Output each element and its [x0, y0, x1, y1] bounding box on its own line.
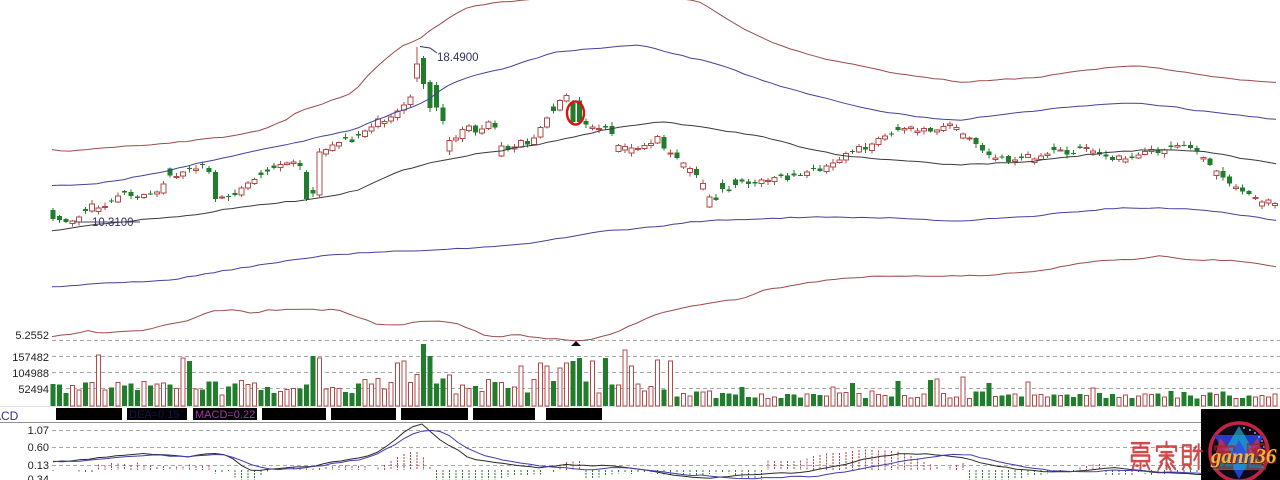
svg-text:5.2552: 5.2552 [15, 330, 49, 342]
svg-text:1.07: 1.07 [28, 425, 49, 437]
svg-text:104988: 104988 [12, 368, 49, 380]
svg-text:MACD=0.22: MACD=0.22 [195, 409, 255, 421]
svg-text:ACD: ACD [0, 409, 19, 423]
svg-text:52494: 52494 [18, 384, 49, 396]
svg-text:gann36: gann36 [1211, 445, 1278, 469]
svg-text:0.60: 0.60 [28, 442, 49, 454]
svg-text:18.4900: 18.4900 [437, 52, 479, 64]
svg-text:0.34: 0.34 [28, 474, 49, 480]
svg-text:10.3100: 10.3100 [92, 217, 134, 229]
svg-text:DEA=0.15: DEA=0.15 [129, 409, 179, 421]
svg-text:0.13: 0.13 [28, 460, 49, 472]
svg-text:gann36: gann36 [1210, 444, 1277, 468]
svg-text:157482: 157482 [12, 352, 49, 364]
